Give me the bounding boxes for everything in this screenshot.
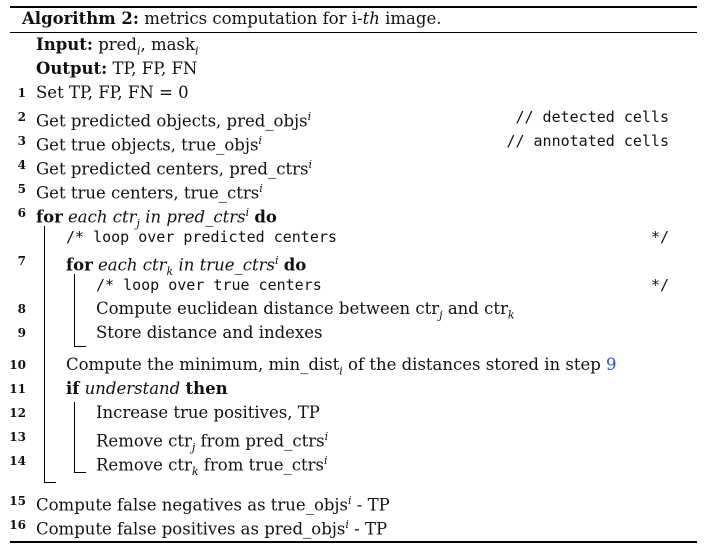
line-6: 6 for each ctrj in pred_ctrsi do	[17, 206, 277, 230]
output-line: Output: TP, FP, FN	[36, 59, 198, 78]
outer-loop-end	[44, 482, 56, 483]
caption-rule	[10, 32, 697, 33]
line-3: 3 Get true objects, true_objsi // annota…	[0, 129, 705, 155]
comment-detected-cells: // detected cells	[515, 108, 669, 126]
if-block-end	[74, 472, 86, 473]
comment-annotated-cells: // annotated cells	[506, 132, 669, 150]
line-5: 5 Get true centers, true_ctrsi	[17, 182, 263, 203]
inner-loop-bar	[74, 274, 75, 346]
line-14: 14 Remove ctrk from true_ctrsi	[9, 454, 328, 478]
line-13: 13 Remove ctrj from pred_ctrsi	[9, 430, 329, 454]
line-4: 4 Get predicted centers, pred_ctrsi	[17, 158, 312, 179]
caption-text: metrics computation for i-	[144, 9, 363, 28]
if-block-bar	[74, 402, 75, 472]
input-line: Input: predi, maski	[36, 35, 199, 58]
caption-label: Algorithm 2:	[22, 9, 139, 28]
bottom-rule	[10, 541, 697, 543]
algorithm-caption: Algorithm 2: metrics computation for i-t…	[22, 9, 442, 28]
output-label: Output:	[36, 59, 108, 78]
line-16: 16 Compute false positives as pred_objsi…	[9, 518, 388, 539]
line-1: 1 Set TP, FP, FN = 0	[17, 83, 189, 102]
comment-line-1: /* loop over predicted centers */	[66, 228, 669, 246]
outer-loop-bar	[44, 226, 45, 482]
line-10: 10 Compute the minimum, min_disti of the…	[9, 355, 617, 378]
input-label: Input:	[36, 35, 93, 54]
step-ref-link[interactable]: 9	[606, 355, 617, 374]
inner-loop-end	[74, 346, 86, 347]
comment-line-2: /* loop over true centers */	[96, 276, 669, 294]
line-15: 15 Compute false negatives as true_objsi…	[9, 494, 390, 515]
line-9: 9 Store distance and indexes	[17, 323, 323, 342]
line-7: 7 for each ctrk in true_ctrsi do	[17, 254, 307, 278]
line-12: 12 Increase true positives, TP	[9, 403, 320, 422]
top-rule	[10, 6, 697, 8]
line-11: 11 if understand then	[9, 379, 228, 398]
line-8: 8 Compute euclidean distance between ctr…	[17, 299, 515, 322]
line-2: 2 Get predicted objects, pred_objsi // d…	[0, 105, 705, 131]
